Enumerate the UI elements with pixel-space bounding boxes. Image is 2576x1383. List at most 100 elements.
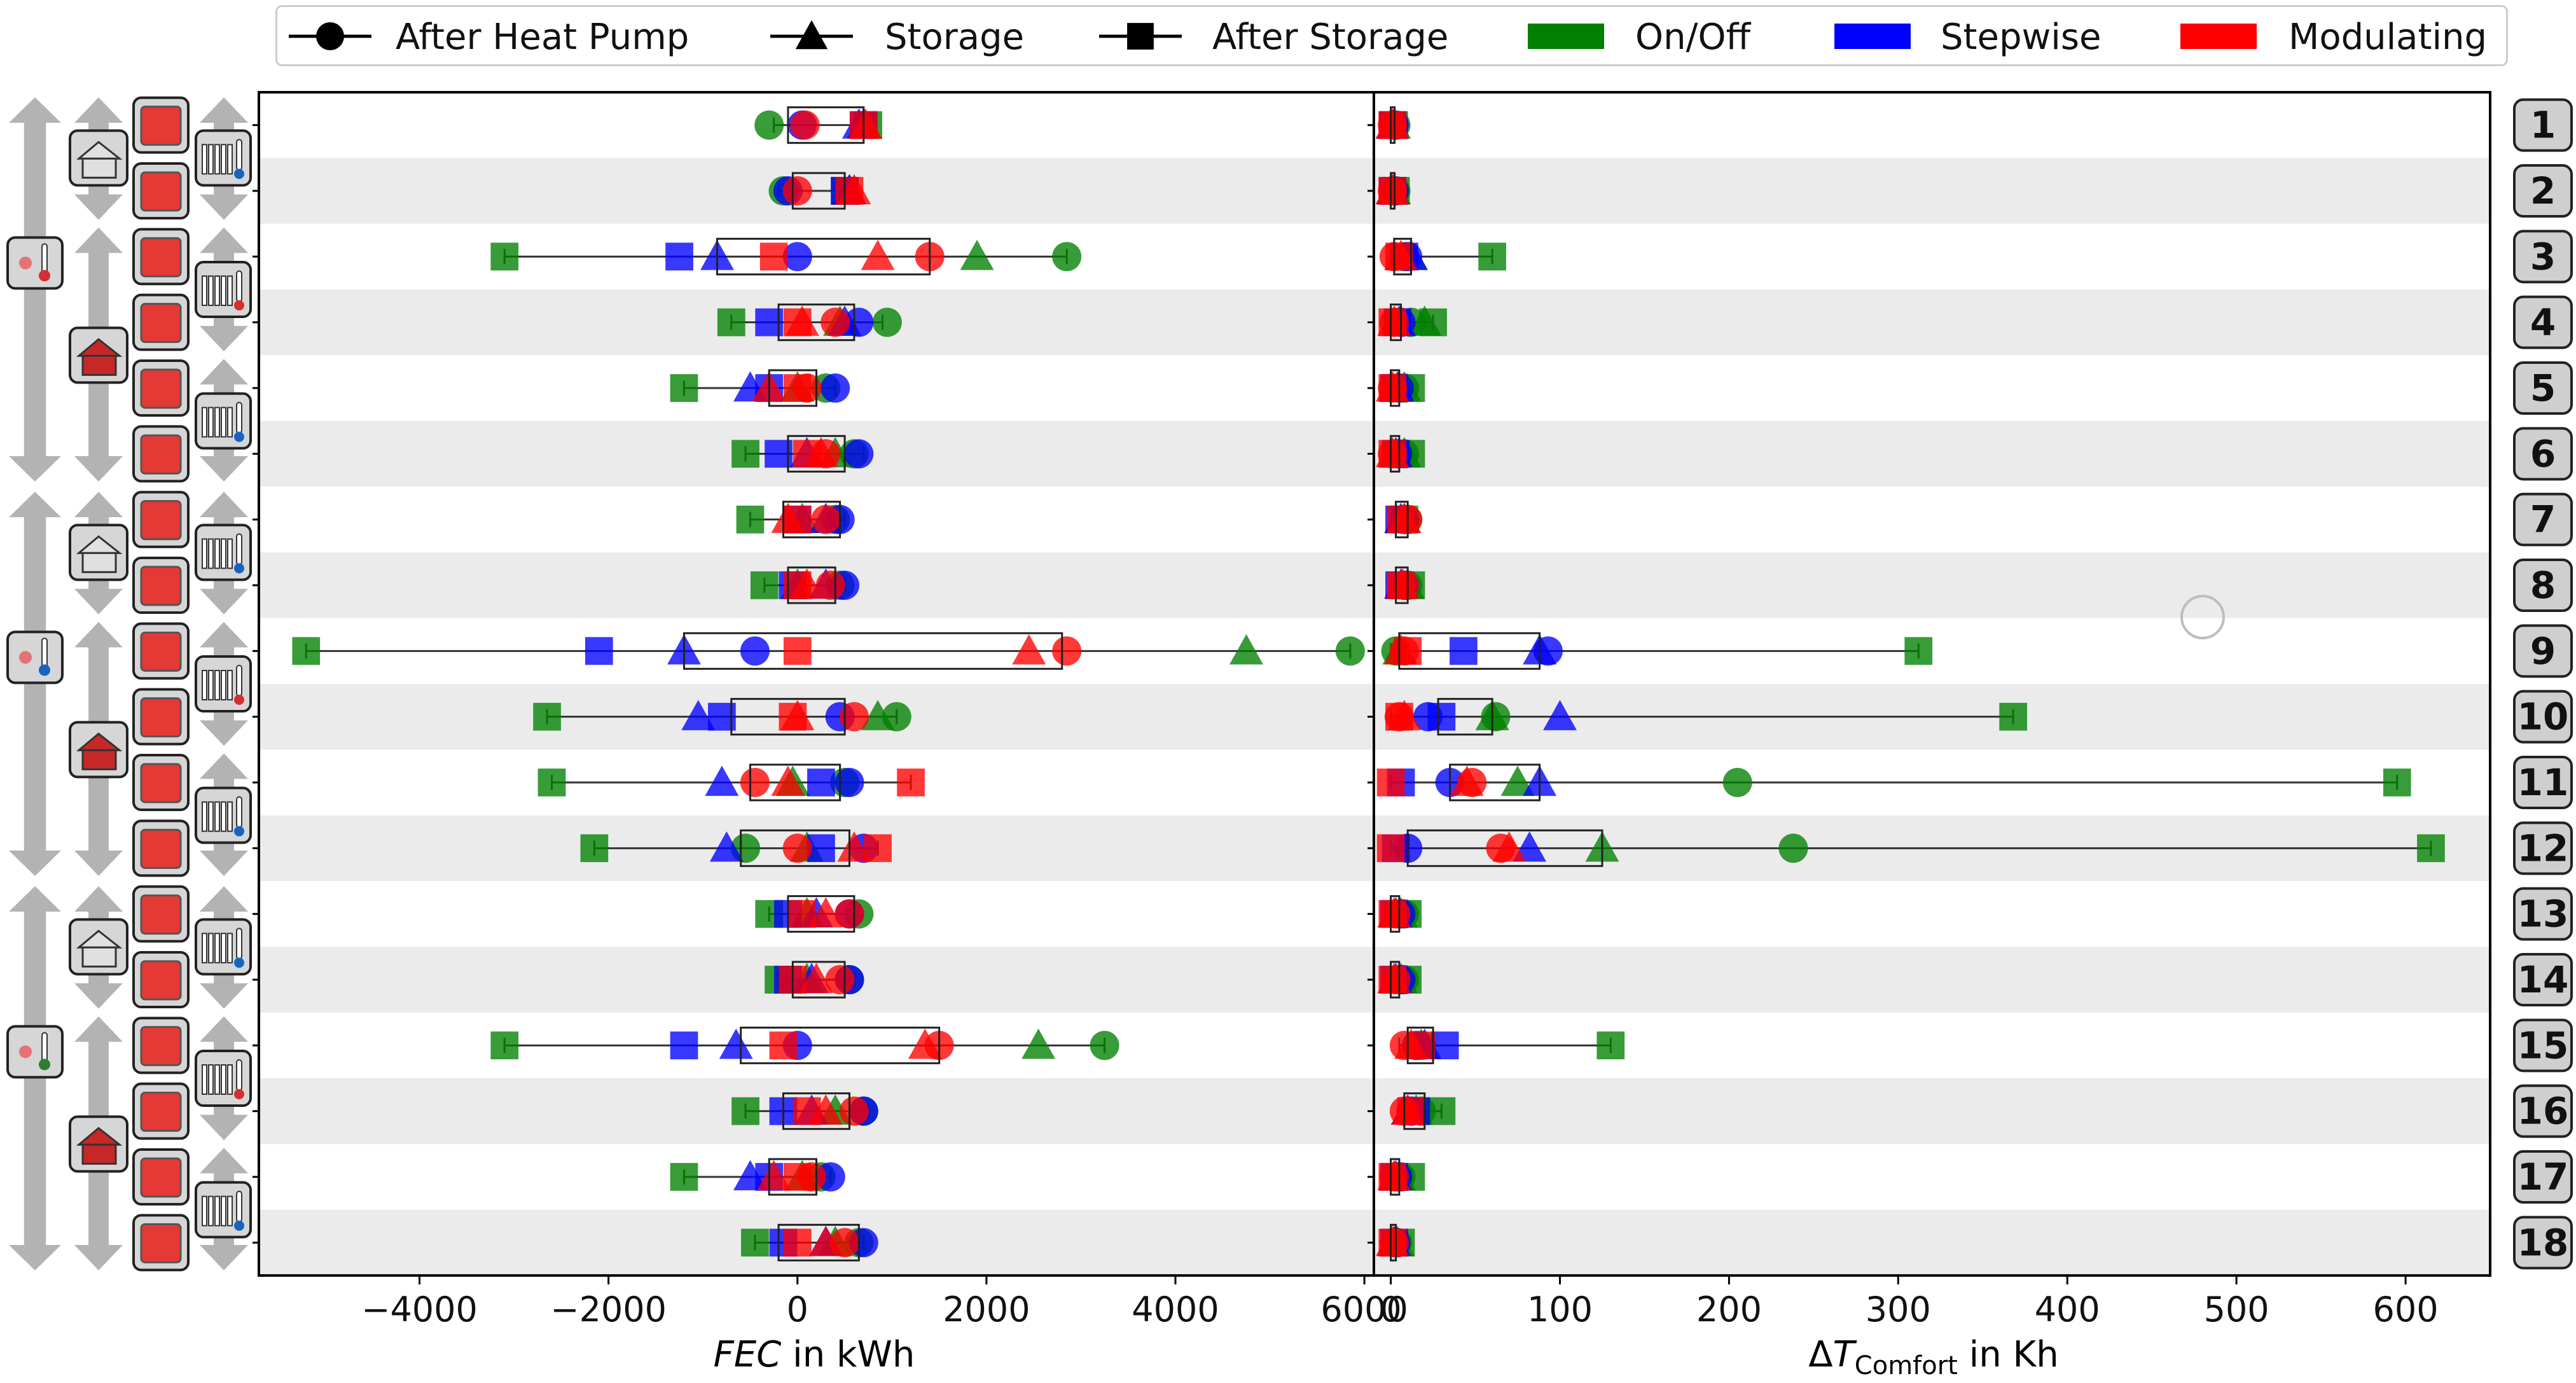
comfort-xlabel-symbol: T: [1833, 1334, 1857, 1375]
legend-marker-square: [1127, 23, 1154, 50]
row-16-markers: [1389, 1092, 1456, 1130]
thermo-stem: [236, 1059, 242, 1091]
comfort-panel: 0 100 200 300 400 500 600: [1368, 91, 2491, 1330]
radiator-thermometer-icon: [195, 918, 252, 976]
iqr-box: [749, 763, 841, 802]
row-10-markers: [1384, 698, 2027, 736]
stepwise-square-marker: [670, 1031, 698, 1060]
radiator-fin: [221, 407, 226, 438]
row-10-markers: [533, 698, 911, 736]
modulating-square-marker: [1378, 440, 1407, 468]
row-9-markers: [292, 632, 1365, 670]
modulating-circle-marker: [834, 899, 864, 929]
xtick-label: 4000: [1132, 1289, 1219, 1330]
modulating-square-marker: [1387, 571, 1415, 599]
storage-tank-icon: [132, 293, 190, 351]
modulating-square-marker: [793, 440, 821, 468]
radiator-fin: [208, 407, 214, 438]
row-9-markers: [1381, 632, 1933, 670]
row-4-markers: [1377, 303, 1447, 342]
onoff-square-marker: [490, 242, 519, 271]
onoff-circle-marker: [1052, 242, 1082, 272]
thermo-stem: [236, 928, 242, 960]
storage-tank-icon: [132, 228, 190, 286]
radiator-fin: [202, 275, 207, 306]
thermo-stem: [236, 139, 242, 171]
radiator-fin: [214, 1064, 220, 1095]
row-14-markers: [765, 961, 864, 999]
modulating-circle-marker: [1052, 636, 1082, 666]
tank-fill: [140, 1223, 182, 1263]
radiator-fin: [227, 801, 233, 832]
modulating-square-marker: [1407, 1031, 1436, 1060]
modulating-square-marker: [1378, 900, 1407, 928]
row-1-markers: [754, 106, 883, 144]
modulating-circle-marker: [790, 110, 820, 140]
onoff-square-marker: [1478, 242, 1506, 271]
modulating-square-marker: [769, 1031, 798, 1060]
row-label-text: 18: [2517, 1221, 2569, 1264]
tank-fill: [140, 237, 182, 277]
row-17-markers: [670, 1158, 845, 1196]
row-label-text: 14: [2517, 958, 2569, 1001]
xtick-label: 2000: [943, 1289, 1030, 1330]
modulating-square-marker: [1378, 1163, 1407, 1191]
row-7-markers: [1384, 501, 1423, 539]
radiator-fin: [221, 144, 226, 175]
tank-fill: [140, 368, 182, 409]
onoff-square-marker: [670, 374, 698, 402]
legend-entry: Stepwise: [1834, 17, 2102, 58]
radiator-fin: [214, 144, 220, 175]
modulating-square-marker: [788, 900, 817, 928]
panel-frame: [1373, 91, 2491, 1277]
row-label-12: 12: [2513, 821, 2573, 875]
iqr-box: [787, 895, 855, 933]
legend-label: After Storage: [1212, 17, 1448, 58]
icon-frame: [6, 1025, 64, 1079]
iqr-box: [1390, 172, 1396, 210]
modulating-square-marker: [783, 1163, 812, 1191]
modulating-circle-marker: [782, 833, 812, 863]
walls: [81, 354, 117, 376]
row-label-badge: [2513, 361, 2573, 415]
row-16-markers: [731, 1092, 878, 1130]
iqr-box: [1403, 1092, 1426, 1130]
radiator-fin: [227, 407, 233, 438]
row-14-markers: [1377, 961, 1422, 999]
row-3-markers: [1379, 237, 1506, 275]
radiator-fin: [208, 670, 214, 700]
row-label-badge: [2513, 1084, 2573, 1138]
iqr-box: [1449, 763, 1541, 802]
iqr-box: [1390, 369, 1401, 407]
row-label-badge: [2513, 492, 2573, 546]
thermo-stem: [41, 637, 48, 669]
row-2-markers: [1375, 172, 1411, 210]
radiator-thermometer-icon: [195, 1050, 252, 1107]
tank-fill: [140, 1025, 182, 1066]
modulating-square-marker: [783, 1228, 812, 1257]
iqr-box: [1437, 698, 1493, 736]
xtick-label: 100: [1527, 1289, 1593, 1330]
row-label-6: 6: [2513, 427, 2573, 481]
tank-fill: [140, 500, 182, 541]
row-label-text: 4: [2530, 301, 2556, 344]
modulating-square-marker: [1376, 834, 1405, 863]
xtick-label: 600: [2373, 1289, 2439, 1330]
modulating-triangle-marker: [1450, 765, 1484, 796]
sun: [19, 651, 32, 664]
thermo-bulb: [234, 300, 244, 310]
xtick-label: 6000: [1320, 1289, 1408, 1330]
stepwise-square-marker: [1430, 1031, 1459, 1060]
row-label-text: 12: [2517, 826, 2569, 870]
iqr-box: [1390, 895, 1401, 933]
row-label-text: 2: [2530, 169, 2556, 212]
storage-tank-icon: [132, 1082, 190, 1140]
tank-fill: [140, 1092, 182, 1132]
iqr-box: [768, 369, 817, 407]
radiator-fin: [221, 1195, 226, 1227]
iqr-box: [683, 632, 1063, 670]
radiator-fin: [221, 801, 226, 832]
modulating-triangle-marker: [908, 1028, 942, 1059]
iqr-box: [716, 237, 931, 275]
